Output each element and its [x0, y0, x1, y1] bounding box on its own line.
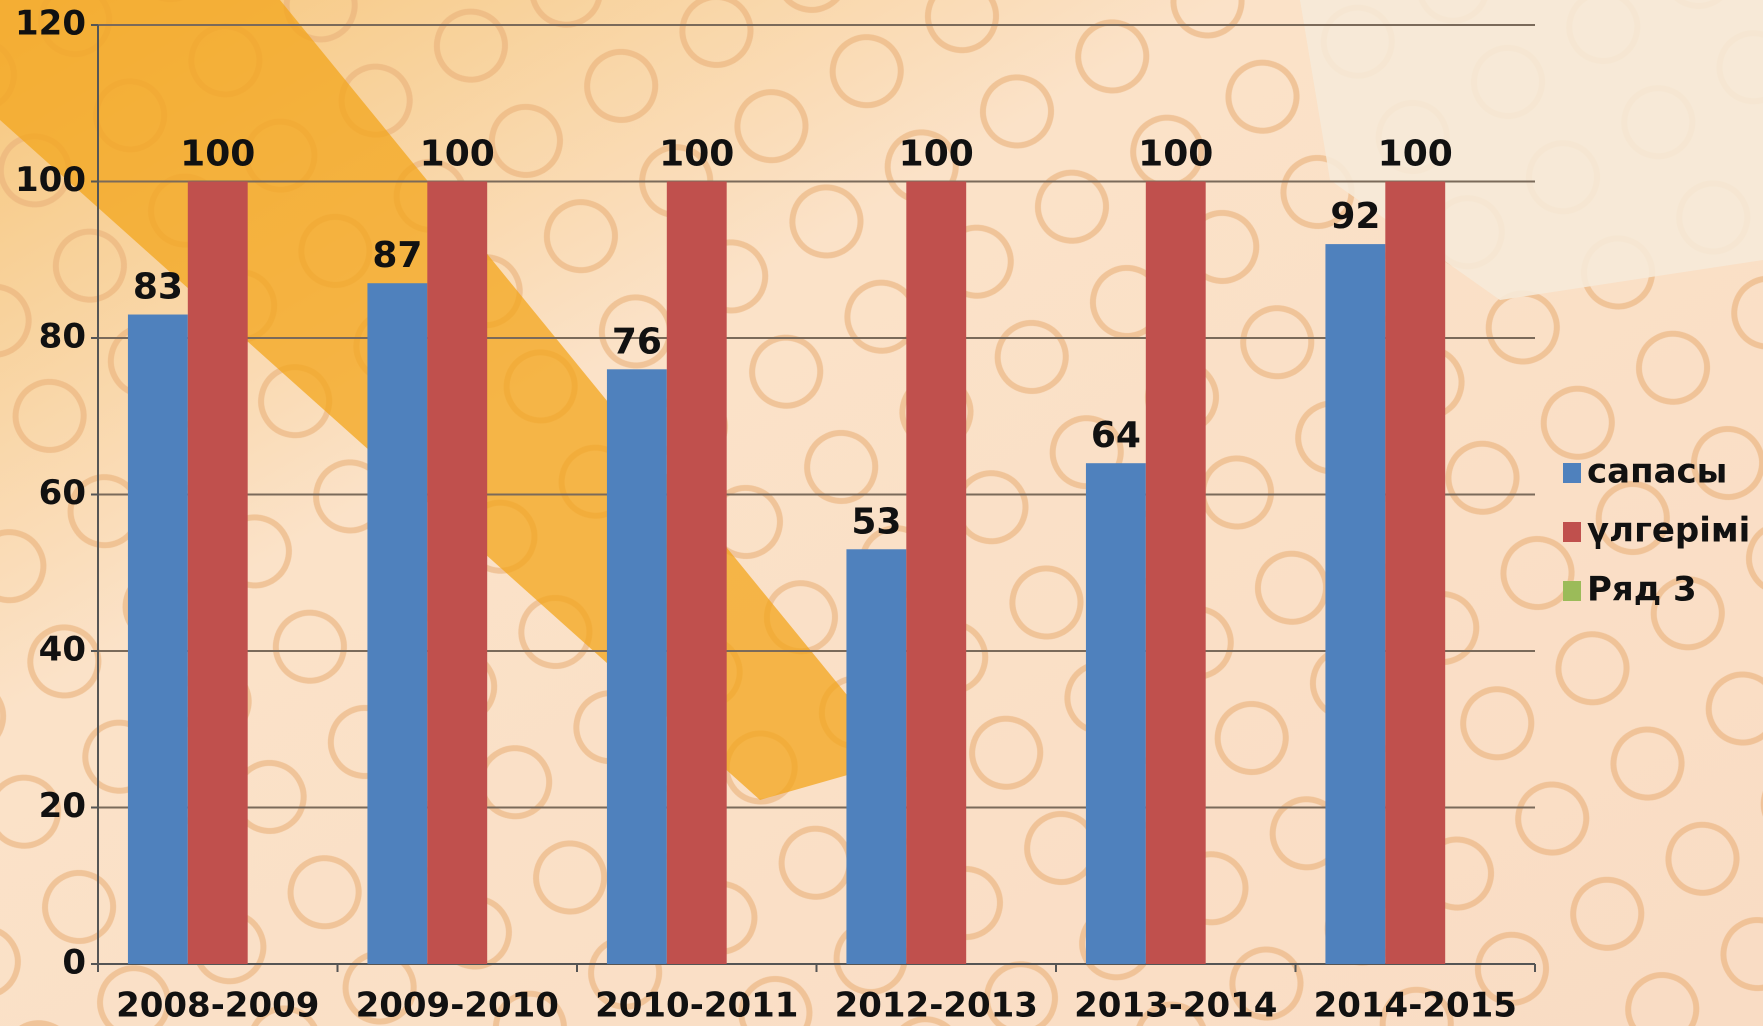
- bar: [1146, 182, 1206, 965]
- x-tick-label: 2009-2010: [356, 986, 559, 1026]
- y-tick-label: 40: [39, 630, 86, 670]
- y-tick-label: 120: [15, 4, 86, 44]
- data-label: 64: [1091, 415, 1141, 456]
- data-label: 100: [180, 134, 255, 175]
- bar: [427, 182, 487, 965]
- data-label: 100: [899, 134, 974, 175]
- y-tick-label: 0: [62, 943, 86, 983]
- x-tick-label: 2014-2015: [1314, 986, 1517, 1026]
- legend-label: сапасы: [1587, 452, 1727, 492]
- data-label: 100: [1378, 134, 1453, 175]
- bar: [906, 182, 966, 965]
- bar: [607, 369, 667, 964]
- data-label: 100: [1138, 134, 1213, 175]
- bar: [846, 549, 906, 964]
- bar: [1325, 244, 1385, 964]
- legend-swatch: [1563, 463, 1581, 483]
- legend-label: үлгерімі: [1587, 511, 1750, 551]
- y-tick-label: 100: [15, 160, 86, 200]
- x-tick-label: 2010-2011: [595, 986, 798, 1026]
- bar: [1086, 463, 1146, 964]
- x-tick-label: 2013-2014: [1074, 986, 1277, 1026]
- legend-swatch: [1563, 581, 1581, 601]
- bar: [128, 315, 188, 964]
- bar: [667, 182, 727, 965]
- legend-label: Ряд 3: [1587, 570, 1697, 610]
- y-tick-label: 80: [39, 317, 86, 357]
- chart: 0 20 40 60 80 100 120 2008-2009 83 100 2009-2010 87…: [0, 0, 1763, 1026]
- x-tick-label: 2008-2009: [116, 986, 319, 1026]
- bar: [1385, 182, 1445, 965]
- x-tick-label: 2012-2013: [835, 986, 1038, 1026]
- data-label: 100: [659, 134, 734, 175]
- data-label: 83: [133, 267, 183, 308]
- legend-swatch: [1563, 522, 1581, 542]
- data-label: 100: [420, 134, 495, 175]
- data-label: 87: [372, 235, 422, 276]
- data-label: 53: [851, 501, 901, 542]
- y-tick-label: 60: [39, 473, 86, 513]
- data-label: 76: [612, 321, 662, 362]
- bar: [188, 182, 248, 965]
- bar: [367, 283, 427, 964]
- y-tick-label: 20: [39, 786, 86, 826]
- data-label: 92: [1330, 196, 1380, 237]
